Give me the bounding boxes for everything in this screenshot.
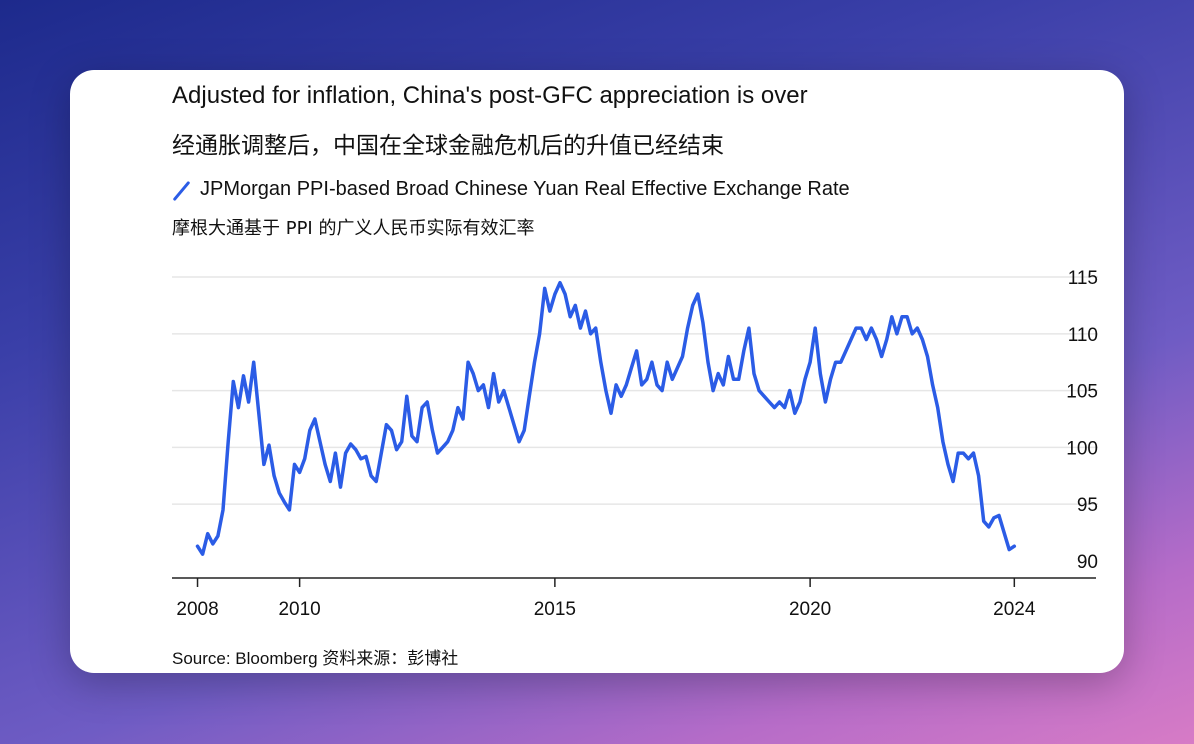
x-tick-label-2024: 2024 — [993, 599, 1036, 620]
x-tick-label-2020: 2020 — [789, 599, 831, 620]
x-tick-label-2015: 2015 — [534, 599, 576, 620]
chart-title: Adjusted for inflation, China's post-GFC… — [172, 82, 808, 109]
y-tick-label-105: 105 — [1066, 382, 1098, 403]
line-chart: 90 95 100 105 110 115 2008 2010 2015 2020 2024 — [172, 268, 1098, 620]
legend-label-chinese: 摩根大通基于 PPI 的广义人民币实际有效汇率 — [172, 218, 535, 239]
y-tick-label-95: 95 — [1077, 495, 1098, 516]
series-line-0 — [195, 280, 1017, 556]
x-tick-label-2010: 2010 — [278, 599, 320, 620]
legend-label: JPMorgan PPI-based Broad Chinese Yuan Re… — [200, 178, 850, 200]
y-tick-label-100: 100 — [1066, 438, 1098, 459]
y-tick-label-110: 110 — [1068, 325, 1098, 346]
source-note: Source: Bloomberg 资料来源：彭博社 — [172, 649, 459, 668]
x-tick-label-2008: 2008 — [176, 599, 218, 620]
chart-title-chinese: 经通胀调整后，中国在全球金融危机后的升值已经结束 — [172, 133, 724, 159]
y-tick-label-115: 115 — [1068, 268, 1098, 289]
legend: JPMorgan PPI-based Broad Chinese Yuan Re… — [172, 178, 850, 201]
chart-card: Adjusted for inflation, China's post-GFC… — [70, 70, 1124, 673]
y-tick-label-90: 90 — [1077, 552, 1098, 573]
